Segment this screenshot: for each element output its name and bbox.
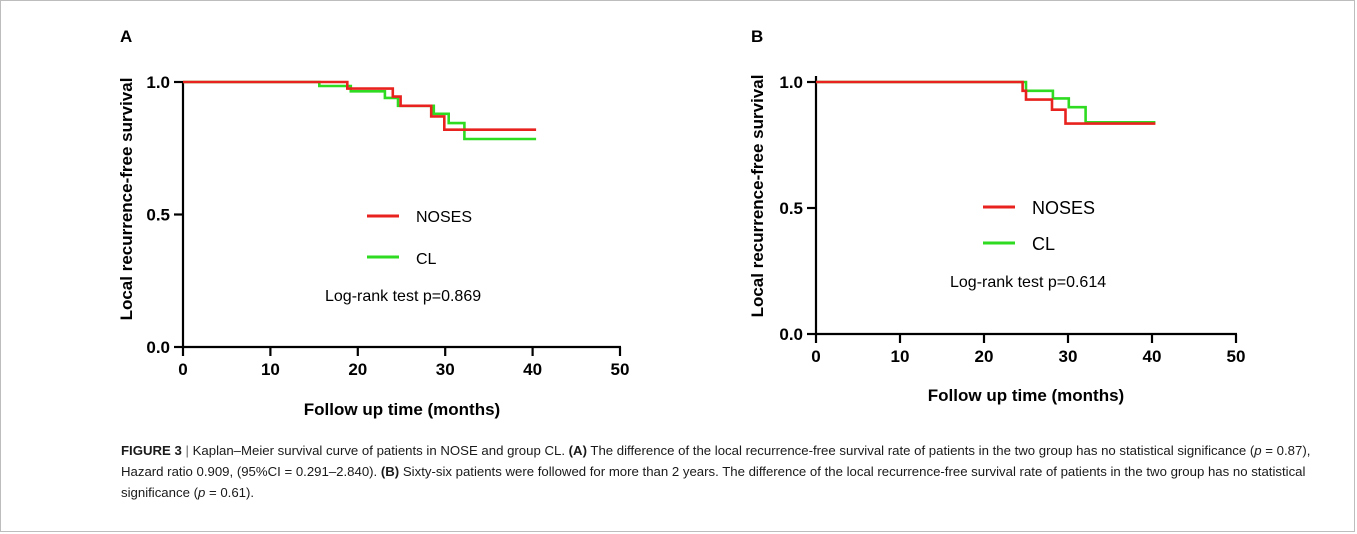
panel-b-y-tick-label: 0.5: [779, 199, 803, 218]
figure-caption: FIGURE 3 | Kaplan–Meier survival curve o…: [121, 440, 1336, 503]
panel-a-y-tick-label: 0.0: [146, 338, 170, 357]
caption-b-text-1: Sixty-six patients were followed for mor…: [121, 464, 1306, 500]
caption-b-label: (B): [380, 464, 400, 479]
panel-b-legend-label-cl: CL: [1032, 234, 1055, 254]
panel-a-logrank-annotation: Log-rank test p=0.869: [325, 288, 481, 305]
panel-a-curves: [183, 80, 537, 141]
panel-b: B Local recurrence-free survival Follow …: [748, 27, 1245, 405]
panel-a-y-axis-label: Local recurrence-free survival: [117, 78, 136, 321]
panel-a-legend: NOSES CL: [367, 209, 472, 268]
panel-a-legend-label-noses: NOSES: [416, 209, 472, 226]
panel-b-y-tick-label: 1.0: [779, 73, 803, 92]
panel-b-curve-cl: [816, 80, 1156, 124]
caption-a-text-2: = 0.87), Hazard ratio 0.909, (95%CI = 0.…: [121, 443, 1311, 479]
panel-b-x-tick-label: 0: [811, 347, 820, 366]
caption-separator: |: [185, 443, 189, 458]
panel-a-x-axis-label: Follow up time (months): [304, 400, 500, 419]
panel-b-x-tick-label: 20: [975, 347, 994, 366]
panel-a-x-tick-label: 0: [178, 360, 187, 379]
panel-a-legend-label-cl: CL: [416, 251, 437, 268]
panel-b-y-tick-label: 0.0: [779, 325, 803, 344]
panel-b-x-tick-label: 40: [1143, 347, 1162, 366]
caption-title: Kaplan–Meier survival curve of patients …: [192, 443, 565, 458]
panel-b-label: B: [751, 27, 763, 46]
panel-b-x-tick-label: 10: [891, 347, 910, 366]
panel-a-label: A: [120, 27, 132, 46]
caption-a-label: (A): [568, 443, 587, 458]
panel-b-x-tick-label: 30: [1059, 347, 1078, 366]
panel-a: A Local recurrence-free survival Follow …: [117, 27, 629, 419]
caption-b-text-2: = 0.61).: [208, 485, 255, 500]
panel-a-y-tick-label: 1.0: [146, 73, 170, 92]
panel-b-ticks: 0 10 20 30 40 50 0.0 0.5 1.0: [779, 73, 1245, 366]
panel-a-y-tick-label: 0.5: [146, 206, 170, 225]
panel-a-x-tick-label: 40: [523, 360, 542, 379]
caption-a-text-1: The difference of the local recurrence-f…: [590, 443, 1255, 458]
caption-figure-label: FIGURE 3: [121, 443, 182, 458]
panel-a-x-tick-label: 10: [261, 360, 280, 379]
panel-b-x-axis-label: Follow up time (months): [928, 386, 1124, 405]
panel-b-logrank-annotation: Log-rank test p=0.614: [950, 274, 1106, 291]
panel-b-curves: [816, 80, 1156, 125]
panel-a-curve-noses: [183, 80, 537, 131]
panel-a-x-tick-label: 30: [436, 360, 455, 379]
panel-a-x-tick-label: 50: [611, 360, 630, 379]
panel-b-x-tick-label: 50: [1227, 347, 1246, 366]
panel-b-y-axis-label: Local recurrence-free survival: [748, 75, 767, 318]
figure-panels: A Local recurrence-free survival Follow …: [117, 27, 1245, 419]
panel-a-curve-cl: [183, 80, 537, 141]
panel-b-legend-label-noses: NOSES: [1032, 198, 1095, 218]
panel-a-ticks: 0 10 20 30 40 50 0.0 0.5 1.0: [146, 73, 629, 379]
caption-a-p-symbol: p: [1254, 443, 1262, 458]
caption-b-p-symbol: p: [197, 485, 206, 500]
panel-b-curve-noses: [816, 80, 1156, 125]
panel-a-x-tick-label: 20: [348, 360, 367, 379]
panel-b-legend: NOSES CL: [983, 198, 1095, 254]
